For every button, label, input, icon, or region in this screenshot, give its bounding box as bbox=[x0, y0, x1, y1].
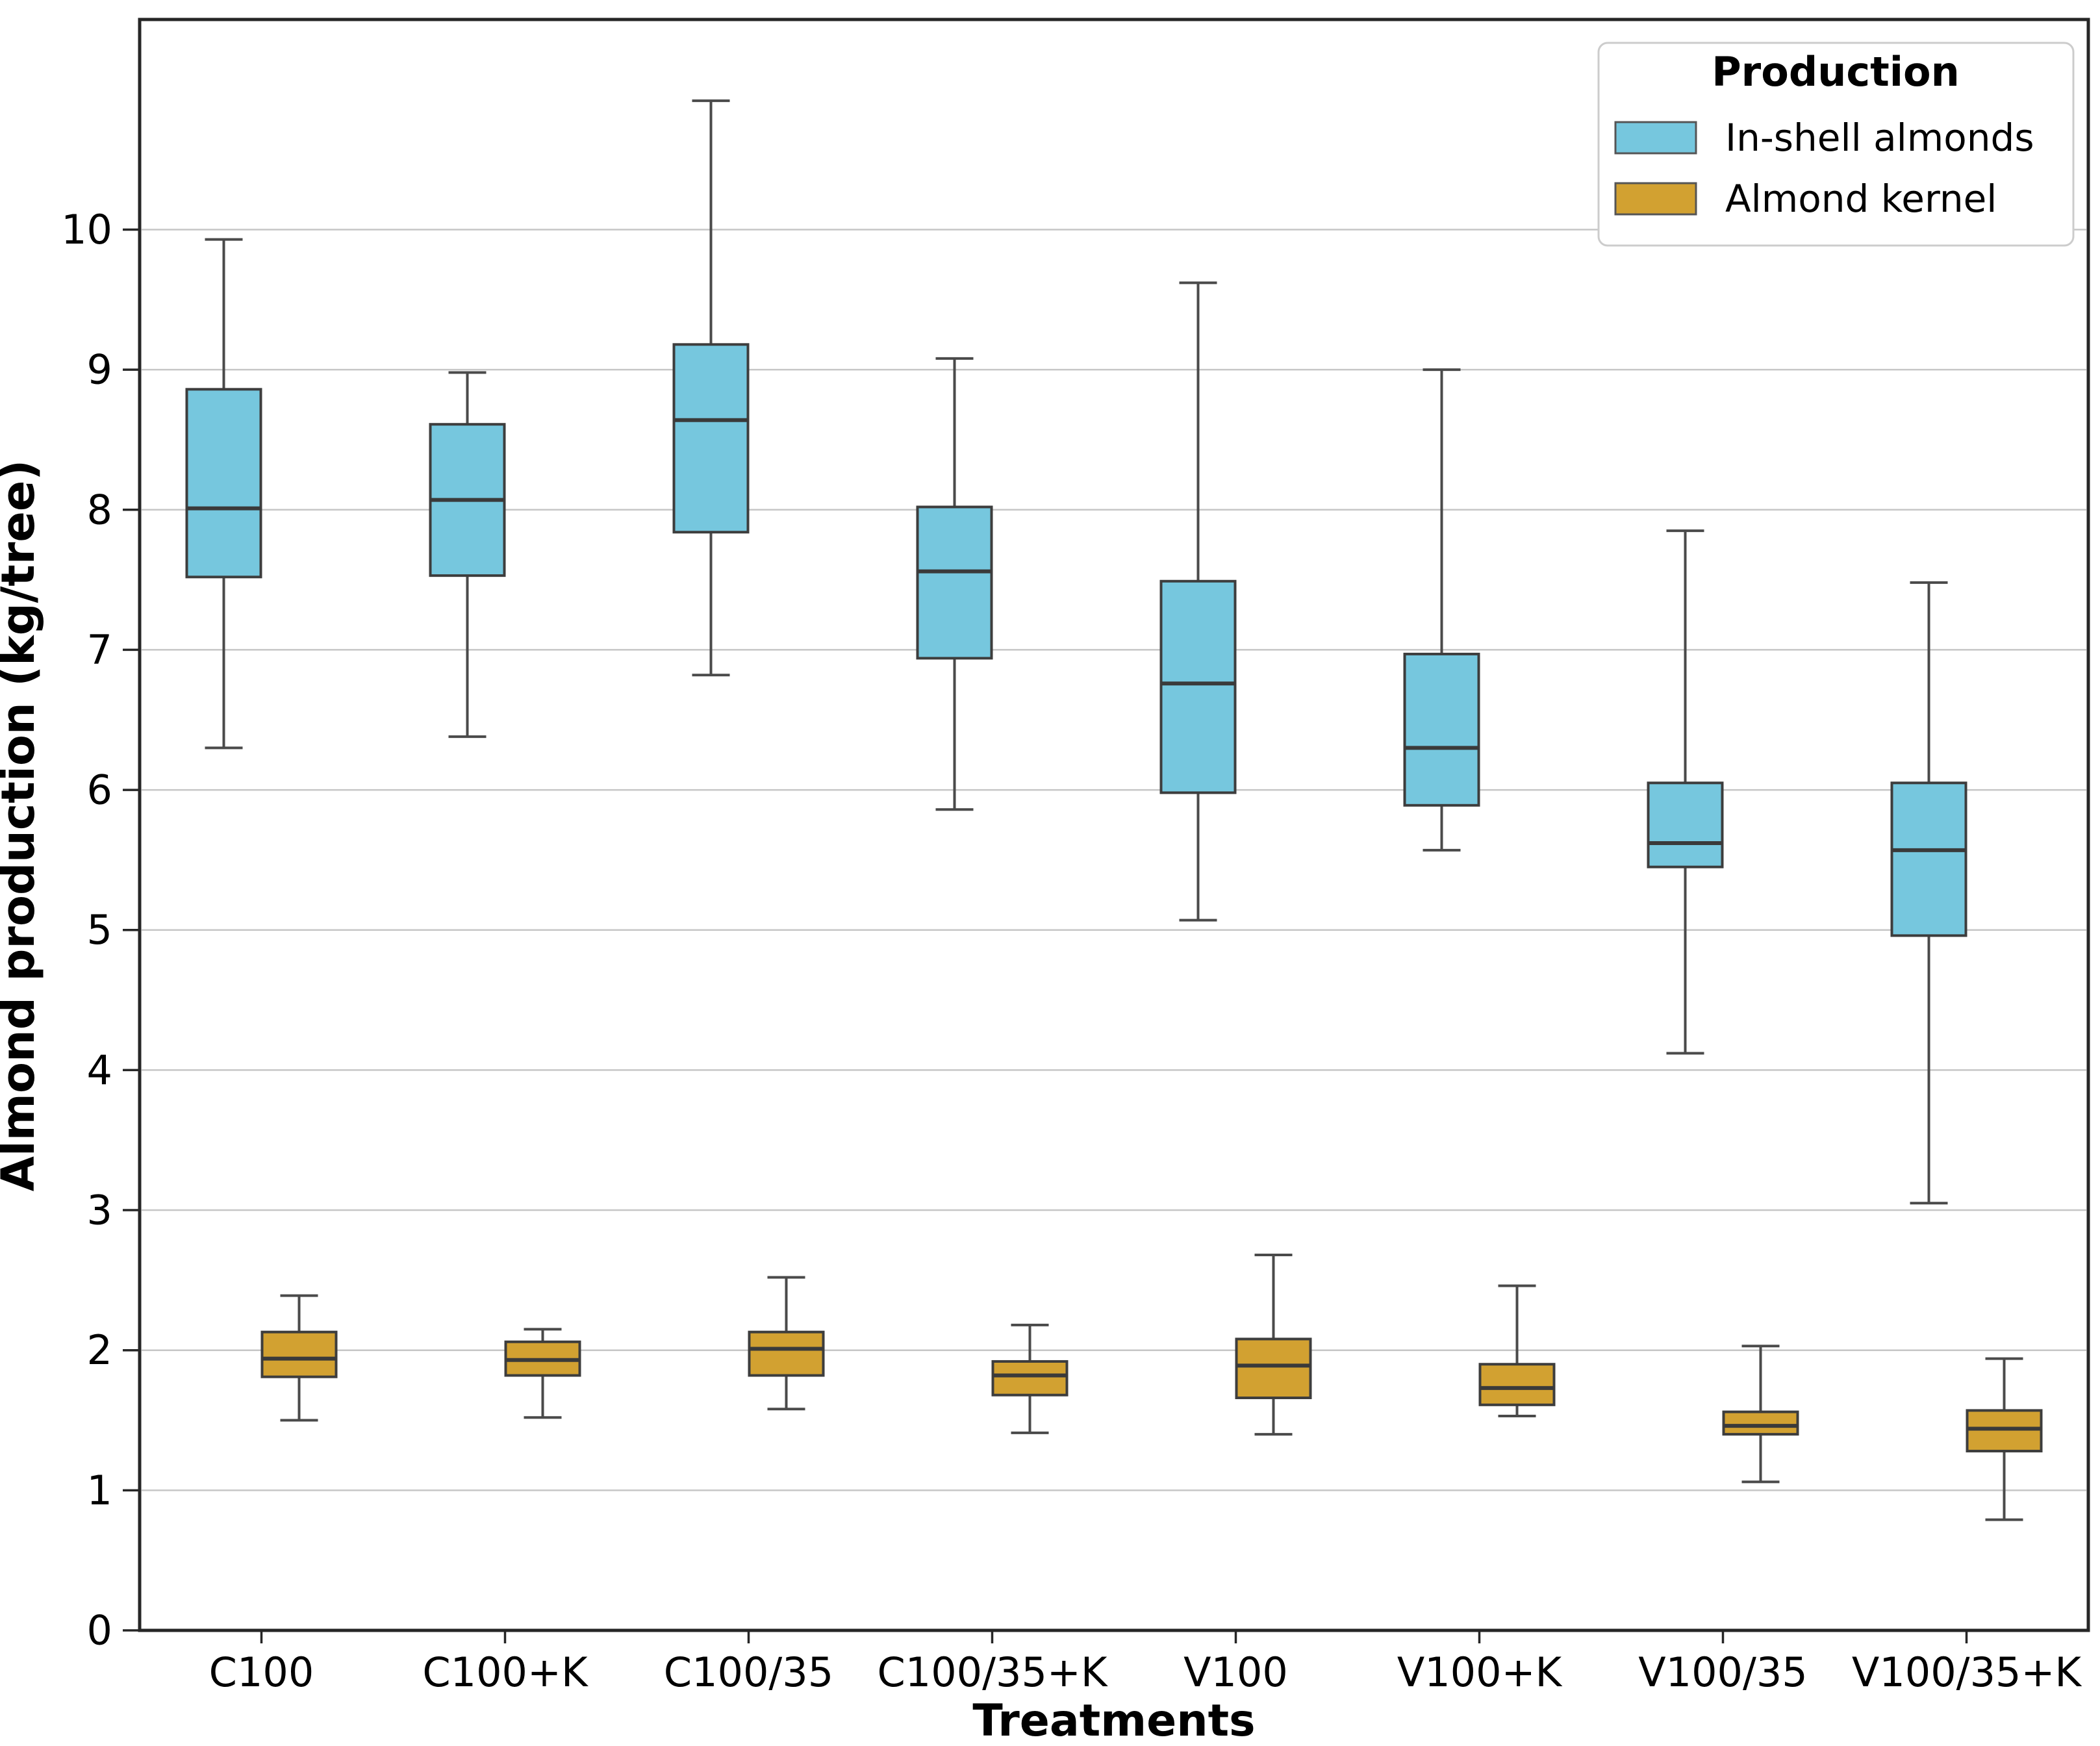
legend-swatch-inshell-almonds bbox=[1614, 121, 1697, 155]
x-tick-label: V100/35+K bbox=[1852, 1649, 2082, 1696]
iqr-box bbox=[1403, 652, 1480, 807]
y-tick-label: 7 bbox=[87, 626, 112, 674]
iqr-box bbox=[1647, 781, 1724, 868]
y-tick-label: 4 bbox=[87, 1046, 112, 1094]
legend-swatch-almond-kernel bbox=[1614, 182, 1697, 216]
x-tick-label: V100 bbox=[1183, 1649, 1288, 1696]
legend-box bbox=[1597, 42, 2075, 247]
legend-label-inshell-almonds: In-shell almonds bbox=[1725, 116, 2034, 160]
box-in-shell-almonds-c100-35 bbox=[672, 99, 750, 677]
x-tick-label: C100 bbox=[209, 1649, 314, 1696]
plot-frame bbox=[138, 18, 2090, 1632]
box-in-shell-almonds-v100-k bbox=[1403, 368, 1480, 852]
legend-title: Production bbox=[1712, 48, 1960, 95]
box-groups bbox=[185, 99, 2043, 1521]
iqr-box bbox=[1159, 579, 1237, 794]
y-tick-label: 9 bbox=[87, 346, 112, 394]
x-tick-label: C100+K bbox=[422, 1649, 588, 1696]
x-tick-label: C100/35 bbox=[664, 1649, 833, 1696]
box-almond-kernel-c100-35-k bbox=[991, 1323, 1069, 1434]
legend: Production In-shell almonds Almond kerne… bbox=[1597, 42, 2075, 247]
axis-ticks-and-labels: 0 1 2 3 4 5 6 7 8 9 10 C100 C100+K C100/35 C100/35+K V1… bbox=[61, 206, 2082, 1696]
y-tick-label: 3 bbox=[87, 1187, 112, 1234]
box-almond-kernel-v100-35 bbox=[1722, 1345, 1799, 1484]
y-tick-label: 8 bbox=[87, 486, 112, 533]
y-tick-label: 0 bbox=[87, 1607, 112, 1654]
iqr-box bbox=[185, 388, 262, 579]
box-in-shell-almonds-v100-35 bbox=[1647, 529, 1724, 1055]
iqr-box bbox=[1235, 1337, 1312, 1400]
box-in-shell-almonds-v100 bbox=[1159, 281, 1237, 922]
iqr-box bbox=[916, 505, 993, 660]
box-in-shell-almonds-c100-35-k bbox=[916, 357, 993, 811]
x-axis-title: Treatments bbox=[972, 1695, 1255, 1746]
iqr-box bbox=[672, 343, 750, 534]
iqr-box bbox=[991, 1360, 1069, 1397]
y-tick-label: 5 bbox=[87, 906, 112, 954]
y-axis-title: Almond production (kg/tree) bbox=[0, 460, 45, 1192]
box-almond-kernel-v100 bbox=[1235, 1254, 1312, 1436]
box-in-shell-almonds-c100 bbox=[185, 238, 262, 750]
box-in-shell-almonds-v100-35-k bbox=[1890, 581, 1967, 1205]
y-tick-label: 10 bbox=[61, 206, 112, 253]
box-in-shell-almonds-c100-k bbox=[429, 371, 506, 739]
gridlines bbox=[142, 229, 2086, 1491]
iqr-box bbox=[1722, 1410, 1799, 1436]
box-almond-kernel-c100-35 bbox=[748, 1276, 825, 1411]
legend-label-almond-kernel: Almond kernel bbox=[1725, 177, 1997, 221]
y-tick-label: 6 bbox=[87, 766, 112, 814]
box-almond-kernel-c100 bbox=[260, 1294, 338, 1422]
iqr-box bbox=[1478, 1363, 1556, 1406]
x-tick-label: V100/35 bbox=[1638, 1649, 1808, 1696]
box-almond-kernel-v100-35-k bbox=[1966, 1357, 2043, 1521]
y-tick-label: 1 bbox=[87, 1467, 112, 1514]
iqr-box bbox=[260, 1330, 338, 1378]
x-tick-label: C100/35+K bbox=[877, 1649, 1107, 1696]
iqr-box bbox=[1966, 1409, 2043, 1452]
box-almond-kernel-v100-k bbox=[1478, 1284, 1556, 1418]
y-tick-label: 2 bbox=[87, 1326, 112, 1374]
box-almond-kernel-c100-k bbox=[504, 1328, 581, 1419]
iqr-box bbox=[748, 1330, 825, 1377]
iqr-box bbox=[1890, 781, 1967, 937]
x-tick-label: V100+K bbox=[1397, 1649, 1563, 1696]
